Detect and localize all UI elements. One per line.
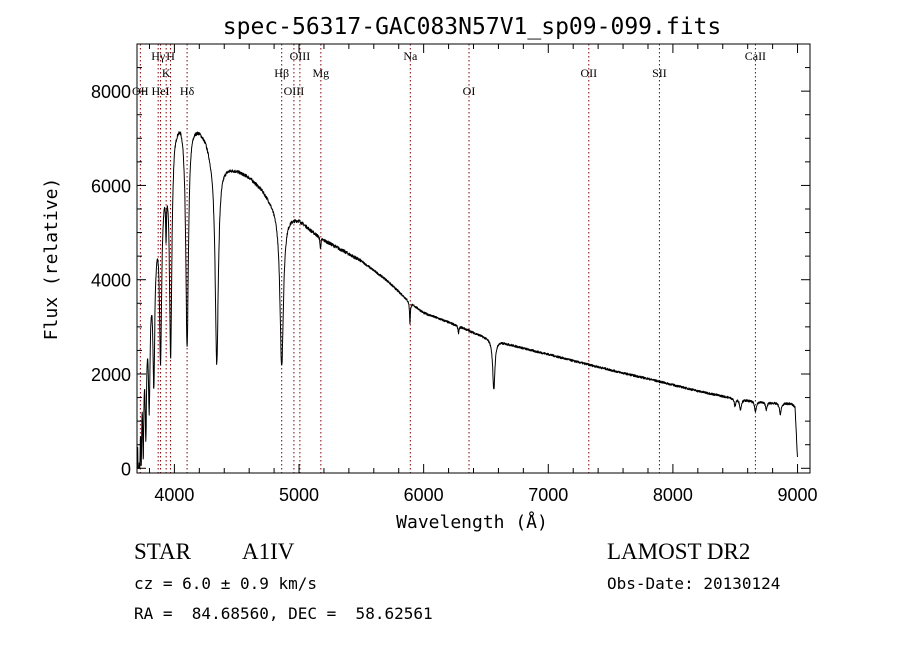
y-tick-label-3: 6000 xyxy=(91,176,131,196)
marker-label-7: OIII xyxy=(284,84,305,98)
x-tick-label-3: 7000 xyxy=(528,485,568,505)
marker-label-3: K xyxy=(162,66,171,80)
y-tick-label-0: 0 xyxy=(121,459,131,479)
marker-label-6: Hβ xyxy=(274,66,289,80)
plot-frame xyxy=(136,43,811,474)
marker-label-2: HeI xyxy=(152,84,170,98)
observation-date: Obs-Date: 20130124 xyxy=(607,574,781,593)
spectral-subclass: A1IV xyxy=(242,539,295,564)
marker-label-10: Na xyxy=(403,49,418,63)
marker-label-13: SII xyxy=(652,66,667,80)
marker-label-8: OIII xyxy=(290,49,311,63)
y-tick-label-2: 4000 xyxy=(91,271,131,291)
marker-label-1: Hγ xyxy=(151,49,166,63)
x-tick-label-2: 6000 xyxy=(404,485,444,505)
redshift-velocity: cz = 6.0 ± 0.9 km/s xyxy=(134,574,318,593)
sky-coordinates: RA = 84.68560, DEC = 58.62561 xyxy=(134,604,433,623)
x-tick-label-1: 5000 xyxy=(279,485,319,505)
x-tick-label-5: 9000 xyxy=(778,485,818,505)
y-axis-label: Flux (relative) xyxy=(41,178,62,341)
axes: 4000 5000 6000 7000 8000 9000 0 2000 4000 6000 800… xyxy=(91,44,818,505)
x-axis-label: Wavelength (Å) xyxy=(396,511,548,533)
chart-title: spec-56317-GAC083N57V1_sp09-099.fits xyxy=(223,14,722,40)
y-tick-label-1: 2000 xyxy=(91,365,131,385)
y-tick-label-4: 8000 xyxy=(91,82,131,102)
spectrum-line xyxy=(136,131,798,469)
x-tick-label-0: 4000 xyxy=(154,485,194,505)
marker-label-11: OI xyxy=(463,84,476,98)
object-class: STAR xyxy=(134,539,191,564)
marker-label-4: H xyxy=(166,49,175,63)
marker-label-12: OII xyxy=(580,66,597,80)
marker-label-14: CaII xyxy=(745,49,766,63)
x-tick-label-4: 8000 xyxy=(653,485,693,505)
survey-name: LAMOST DR2 xyxy=(607,539,751,564)
marker-label-5: Hδ xyxy=(180,84,195,98)
marker-label-9: Mg xyxy=(312,66,329,80)
